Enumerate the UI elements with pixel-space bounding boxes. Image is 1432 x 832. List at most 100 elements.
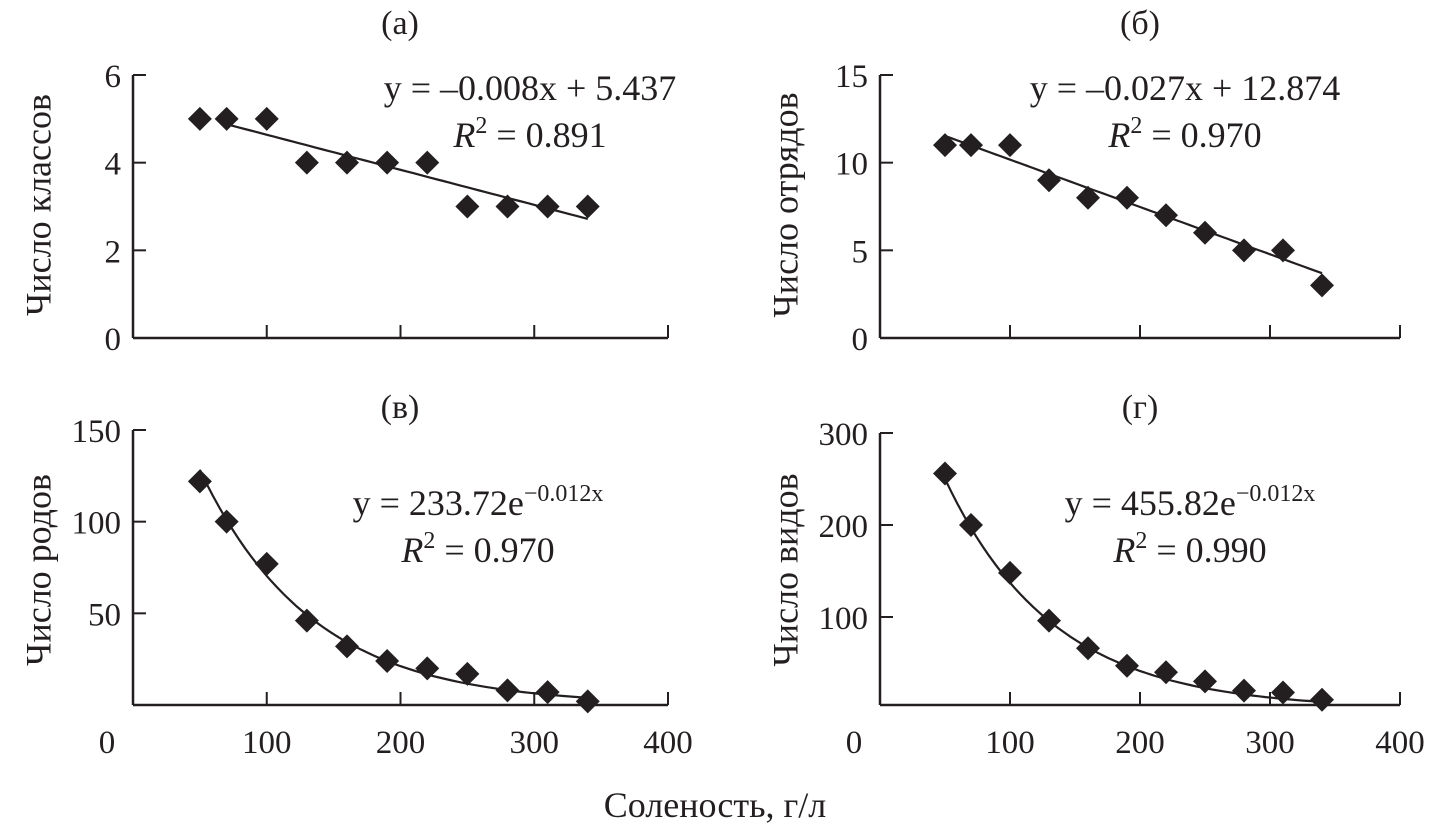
data-point <box>1115 185 1139 210</box>
panel-label: (б) <box>1120 5 1160 42</box>
y-tick-label: 100 <box>819 601 869 637</box>
x-tick-label: 200 <box>1115 725 1165 761</box>
data-point <box>495 194 520 219</box>
y-tick-label: 2 <box>105 234 122 270</box>
trend-equation: y = –0.027x + 12.874 <box>1030 68 1341 108</box>
r-squared-equals: = <box>1147 530 1185 570</box>
data-point <box>959 133 983 158</box>
y-tick-label: 100 <box>72 506 122 542</box>
data-point <box>1271 238 1295 263</box>
r-squared-equals: = <box>1142 115 1180 155</box>
data-point <box>933 461 957 486</box>
data-point <box>1232 678 1256 703</box>
y-axis-label: Число отрядов <box>766 92 806 317</box>
x-tick-label: 100 <box>985 725 1035 761</box>
r-squared-equals: = <box>435 530 473 570</box>
data-point <box>455 194 480 219</box>
data-point <box>1193 220 1217 245</box>
data-point <box>294 608 319 633</box>
x-tick-label: 300 <box>510 725 560 761</box>
data-point <box>998 560 1022 585</box>
r-squared-value: 0.970 <box>1181 115 1262 155</box>
data-point <box>187 469 212 494</box>
y-axis-label: Число родов <box>19 474 59 666</box>
panel-label: (a) <box>381 5 419 42</box>
data-point <box>575 689 600 714</box>
data-point <box>375 649 400 673</box>
y-tick-label: 10 <box>835 147 868 183</box>
x-tick-label: 200 <box>376 725 426 761</box>
r-squared: R2 = 0.970 <box>1107 113 1261 155</box>
y-axis-label: Число видов <box>766 473 806 666</box>
y-tick-label: 200 <box>819 509 869 545</box>
y-tick-label: 6 <box>105 59 122 95</box>
y-tick-label: 4 <box>105 147 122 183</box>
r-squared-equals: = <box>487 115 525 155</box>
panel-3: 0 100 200 300 400 50 100 150 Число родов (в) y = 2… <box>19 389 693 761</box>
data-point <box>1076 185 1100 210</box>
data-point <box>455 661 480 686</box>
panel-4: 0 100 200 300 400 100 200 300 Число видов (г) y = … <box>766 389 1425 761</box>
data-point <box>335 150 359 175</box>
trend-equation: y = 455.82e−0.012x <box>1065 481 1316 523</box>
data-point <box>1310 687 1334 712</box>
data-point <box>1115 653 1139 678</box>
trend-line <box>226 123 589 220</box>
y-tick-label: 150 <box>72 414 122 450</box>
y-tick-label: 0 <box>105 322 122 358</box>
data-point <box>998 133 1022 158</box>
data-point <box>335 634 359 659</box>
y-tick-label: 15 <box>835 59 868 95</box>
r-squared-symbol: R <box>400 530 423 570</box>
trend-line <box>944 134 1323 275</box>
data-point <box>1076 636 1100 661</box>
r-squared: R2 = 0.970 <box>400 528 554 570</box>
data-point <box>415 150 440 175</box>
panel-label: (г) <box>1122 389 1159 426</box>
r-squared-exponent: 2 <box>475 113 487 139</box>
r-squared-value: 0.990 <box>1186 530 1267 570</box>
trend-equation-text: y = –0.027x + 12.874 <box>1030 68 1341 108</box>
data-point <box>254 106 279 131</box>
x-tick-label: 400 <box>643 725 693 761</box>
trend-equation-text: y = –0.008x + 5.437 <box>384 68 677 108</box>
data-point <box>535 680 560 705</box>
panel-label: (в) <box>381 389 420 426</box>
r-squared: R2 = 0.891 <box>452 113 606 155</box>
data-point <box>214 106 239 131</box>
data-point <box>254 551 279 576</box>
x-tick-label: 100 <box>242 725 292 761</box>
data-point <box>1232 238 1256 263</box>
data-point <box>933 133 957 158</box>
x-tick-label: 0 <box>846 725 863 761</box>
data-point <box>1037 168 1061 193</box>
data-point <box>294 150 319 175</box>
data-point <box>959 513 983 537</box>
data-point <box>1037 608 1061 633</box>
x-tick-label: 400 <box>1375 725 1425 761</box>
x-tick-label: 300 <box>1245 725 1295 761</box>
r-squared-exponent: 2 <box>1130 113 1142 139</box>
r-squared-value: 0.970 <box>474 530 555 570</box>
data-point <box>1154 660 1178 685</box>
r-squared-symbol: R <box>452 115 475 155</box>
panel-2: 0 5 10 15 Число отрядов (б) y = –0.027x + 12.8… <box>766 5 1401 358</box>
r-squared-value: 0.891 <box>526 115 607 155</box>
trend-equation-text: y = 233.72e <box>353 483 524 523</box>
trend-equation-exponent: −0.012x <box>524 481 604 507</box>
r-squared-symbol: R <box>1112 530 1135 570</box>
data-point <box>1271 680 1295 705</box>
trend-equation: y = 233.72e−0.012x <box>353 481 604 523</box>
trend-equation: y = –0.008x + 5.437 <box>384 68 677 108</box>
x-axis-label: Соленость, г/л <box>604 785 827 825</box>
r-squared-exponent: 2 <box>423 528 435 554</box>
y-axis-label: Число классов <box>19 94 59 316</box>
y-tick-label: 5 <box>852 234 869 270</box>
data-point <box>214 509 239 534</box>
data-point <box>187 106 212 131</box>
trend-equation-text: y = 455.82e <box>1065 483 1236 523</box>
data-point <box>535 194 560 219</box>
trend-equation-exponent: −0.012x <box>1236 481 1316 507</box>
r-squared: R2 = 0.990 <box>1112 528 1266 570</box>
